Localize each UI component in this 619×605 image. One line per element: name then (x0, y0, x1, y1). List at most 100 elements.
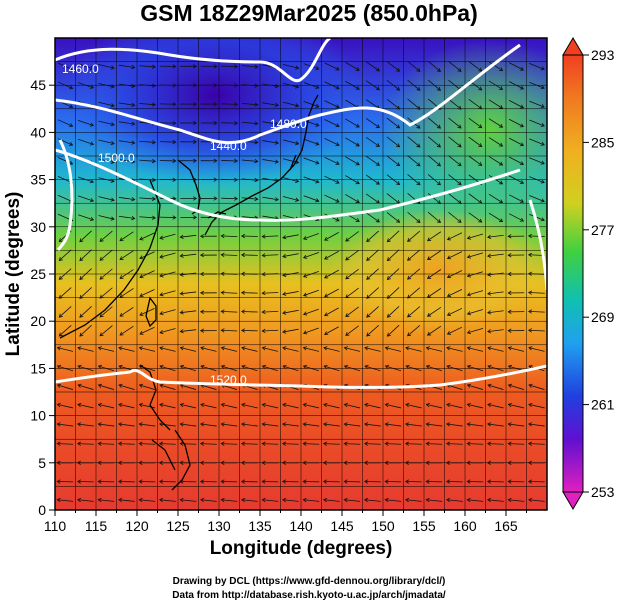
streamline-arrowhead (507, 364, 513, 369)
streamline-segment (180, 272, 197, 276)
streamline-segment (99, 325, 113, 337)
philippines-south (171, 429, 191, 491)
streamline-segment (528, 273, 545, 275)
streamline-segment (324, 100, 340, 108)
streamline-arrowhead (254, 177, 259, 183)
streamline-segment (282, 328, 299, 333)
streamline-arrowhead (261, 364, 267, 369)
streamline-segment (118, 83, 135, 87)
streamline-segment (79, 306, 92, 318)
streamline-arrowhead (446, 497, 451, 503)
streamline-segment (77, 403, 94, 409)
streamline-segment (221, 329, 238, 332)
streamline-segment (57, 403, 74, 409)
streamline-segment (508, 423, 525, 427)
streamline-segment (221, 178, 238, 181)
streamline-arrowhead (261, 253, 266, 258)
streamline-segment (159, 443, 176, 445)
streamline-arrowhead (240, 233, 246, 239)
streamline-arrowhead (425, 402, 430, 408)
streamline-arrowhead (139, 274, 144, 279)
streamline-segment (180, 423, 197, 427)
streamline-segment (221, 423, 238, 427)
streamline-segment (303, 365, 320, 372)
streamline-segment (323, 499, 340, 502)
y-tick-label: 35 (30, 172, 46, 188)
streamline-segment (386, 98, 400, 110)
streamline-arrowhead (457, 181, 462, 186)
streamline-segment (119, 250, 134, 260)
streamline-arrowhead (79, 313, 84, 318)
streamline-arrowhead (324, 236, 329, 241)
streamline-arrowhead (375, 67, 380, 72)
streamline-arrowhead (58, 313, 63, 318)
streamline-segment (386, 174, 400, 185)
streamline-arrowhead (404, 460, 409, 465)
streamline-arrowhead (457, 105, 462, 110)
streamline-arrowhead (199, 234, 204, 239)
streamline-segment (303, 499, 320, 502)
streamline-segment (241, 311, 258, 313)
streamline-arrowhead (404, 479, 409, 484)
streamline-arrowhead (110, 103, 115, 108)
streamline-arrowhead (375, 143, 380, 147)
streamline-segment (529, 176, 545, 183)
streamline-arrowhead (199, 271, 204, 277)
streamline-segment (468, 117, 482, 129)
streamline-arrowhead (416, 124, 421, 129)
streamline-arrowhead (302, 479, 307, 484)
streamline-segment (57, 157, 73, 165)
streamline-arrowhead (159, 329, 164, 335)
streamline-segment (139, 289, 155, 297)
streamline-segment (488, 156, 503, 166)
streamline-segment (303, 195, 319, 202)
streamline-arrowhead (118, 383, 123, 388)
streamline-arrowhead (213, 120, 218, 126)
streamline-segment (57, 443, 74, 445)
streamline-segment (119, 231, 134, 241)
streamline-arrowhead (322, 460, 327, 465)
streamline-arrowhead (110, 122, 115, 127)
streamline-arrowhead (240, 441, 246, 446)
streamline-segment (407, 211, 421, 223)
streamline-segment (139, 499, 156, 502)
streamline-segment (77, 347, 94, 352)
streamline-arrowhead (254, 196, 259, 202)
streamline-arrowhead (99, 332, 104, 337)
streamline-arrowhead (117, 460, 122, 465)
streamline-arrowhead (213, 64, 218, 69)
streamline-arrowhead (220, 364, 226, 369)
streamline-arrowhead (261, 441, 266, 446)
streamline-arrowhead (151, 215, 157, 220)
streamline-segment (221, 443, 238, 445)
streamline-segment (139, 178, 156, 181)
streamline-arrowhead (478, 143, 483, 148)
streamline-segment (323, 403, 340, 409)
streamline-segment (77, 499, 94, 502)
streamline-arrowhead (241, 402, 246, 408)
streamline-arrowhead (375, 180, 380, 185)
streamline-segment (139, 270, 155, 278)
streamline-segment (159, 423, 176, 427)
streamline-segment (241, 423, 258, 427)
streamline-arrowhead (499, 123, 504, 128)
streamline-segment (487, 365, 504, 372)
y-axis-label: Latitude (degrees) (3, 192, 24, 357)
streamline-arrowhead (519, 180, 525, 184)
streamline-arrowhead (58, 275, 63, 280)
streamline-arrowhead (58, 332, 63, 337)
streamline-segment (180, 234, 197, 238)
credit-drawing: Drawing by DCL (https://www.gfd-dennou.o… (173, 576, 446, 587)
colorbar-label: 293 (591, 47, 615, 63)
streamline-segment (528, 384, 545, 390)
streamline-arrowhead (507, 328, 512, 333)
streamline-arrowhead (281, 479, 286, 484)
streamline-segment (262, 235, 279, 238)
streamline-arrowhead (69, 85, 74, 90)
streamline-arrowhead (261, 479, 266, 484)
colorbar-label: 253 (591, 484, 615, 500)
streamline-segment (467, 365, 484, 372)
streamline-segment (78, 195, 94, 202)
streamline-arrowhead (139, 255, 144, 260)
